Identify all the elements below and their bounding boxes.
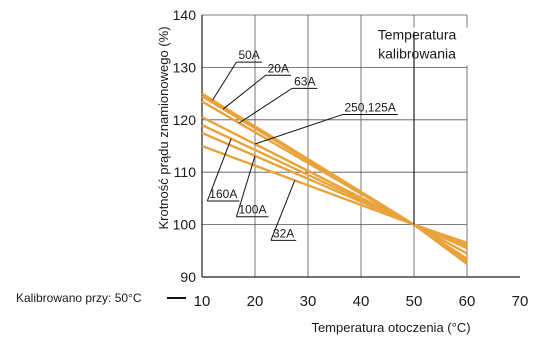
y-tick-label: 90 <box>180 269 196 285</box>
x-tick-labels: 10 20 30 40 50 60 70 <box>194 293 529 310</box>
y-tick-label: 140 <box>173 7 197 23</box>
y-tick-label: 100 <box>173 217 197 233</box>
callout-leader <box>270 180 296 241</box>
series-line-250,125A <box>201 116 468 255</box>
series-line-32A <box>201 144 468 245</box>
series-label: 20A <box>222 61 291 110</box>
series-lines <box>201 92 468 265</box>
callout-leader <box>212 61 237 101</box>
series-label-text: 100A <box>238 203 266 217</box>
annotation-background <box>362 27 472 66</box>
y-tick-label: 130 <box>173 59 197 75</box>
series-label-text: 63A <box>294 74 315 88</box>
callout-leader <box>254 114 343 145</box>
y-axis-title: Krotność prądu znamionowego (%) <box>156 26 171 229</box>
series-label-text: 50A <box>238 48 259 62</box>
series-label-text: 32A <box>273 226 294 240</box>
x-axis-title: Temperatura otoczenia (°C) <box>311 320 470 335</box>
series-label-text: 160A <box>209 187 237 201</box>
series-label: 160A <box>206 138 240 202</box>
series-label: 50A <box>212 48 262 101</box>
y-tick-label: 110 <box>174 164 197 180</box>
callout-leader <box>206 138 232 202</box>
x-tick-label: 60 <box>459 293 476 310</box>
y-tick-labels: 90 100 110 120 130 140 <box>173 7 197 285</box>
calibration-annotation-line-2: kalibrowania <box>378 45 456 61</box>
series-label-text: 250,125A <box>344 101 395 115</box>
series-label: 100A <box>235 155 269 218</box>
series-label-text: 20A <box>268 61 289 75</box>
calibration-label: Kalibrowano przy: 50°C <box>16 291 142 305</box>
x-tick-label: 70 <box>512 293 529 310</box>
x-tick-label: 50 <box>406 293 423 310</box>
callout-leader <box>235 155 256 217</box>
x-tick-label: 40 <box>353 293 370 310</box>
x-tick-label: 20 <box>247 293 264 310</box>
callout-leader <box>238 87 293 124</box>
series-label: 63A <box>238 74 318 124</box>
calibration-annotation: Temperatura <box>378 27 457 43</box>
x-tick-label: 10 <box>194 293 211 310</box>
series-label: 250,125A <box>254 101 398 145</box>
y-tick-label: 120 <box>173 112 197 128</box>
series-label: 32A <box>270 180 297 241</box>
x-tick-label: 30 <box>300 293 317 310</box>
callout-leader <box>222 74 266 110</box>
